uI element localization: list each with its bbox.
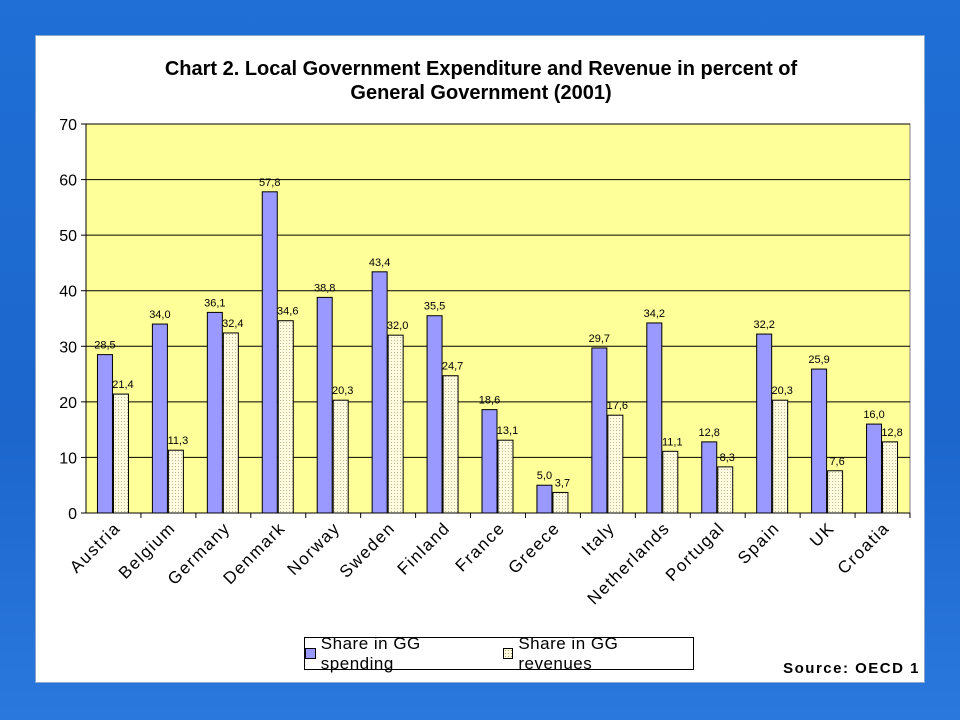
y-tick-label: 40 (59, 284, 77, 301)
slide-frame: Chart 2. Local Government Expenditure an… (35, 35, 925, 683)
data-label-spending: 32,2 (753, 319, 774, 331)
data-label-spending: 12,8 (699, 427, 720, 439)
y-tick-label: 10 (59, 450, 77, 467)
bar-spending (261, 191, 278, 514)
data-label-spending: 29,7 (589, 333, 610, 345)
data-label-revenues: 24,7 (442, 361, 463, 373)
legend-swatch-revenues (502, 648, 514, 659)
x-tick-label: France (452, 518, 509, 575)
chart-title-line-2: General Government (2001) (350, 82, 612, 104)
bar-revenues (112, 393, 129, 514)
legend-label-revenues: Share in GG revenues (518, 633, 619, 673)
bar-revenues (607, 414, 624, 514)
bar-spending (701, 441, 718, 514)
data-label-revenues: 21,4 (112, 379, 133, 391)
legend-item-revenues: Share in GG revenues (502, 633, 693, 674)
data-label-revenues: 3,7 (555, 477, 570, 489)
bar-spending (96, 354, 113, 514)
bar-chart: 01020304050607028,521,4Austria34,011,3Be… (59, 117, 911, 608)
x-tick-label: Sweden (336, 518, 399, 581)
bar-revenues (827, 470, 844, 514)
data-label-revenues: 13,1 (497, 425, 518, 437)
data-label-revenues: 11,1 (662, 436, 683, 448)
data-label-spending: 57,8 (259, 177, 280, 189)
bar-revenues (497, 439, 514, 514)
bar-spending (371, 271, 388, 514)
chart-title-line-1: Chart 2. Local Government Expenditure an… (164, 58, 798, 80)
bar-revenues (552, 491, 569, 514)
data-label-spending: 36,1 (204, 297, 225, 309)
bar-spending (591, 347, 608, 514)
bar-revenues (717, 466, 734, 514)
data-label-revenues: 20,3 (771, 385, 792, 397)
y-tick-label: 0 (68, 506, 77, 523)
x-tick-label: Greece (505, 518, 564, 577)
y-tick-label: 20 (59, 395, 77, 412)
data-label-spending: 18,6 (479, 395, 500, 407)
y-tick-label: 50 (59, 228, 77, 245)
data-label-revenues: 7,6 (829, 456, 844, 468)
y-tick-label: 70 (59, 117, 77, 134)
bar-spending (811, 368, 828, 514)
bar-spending (426, 315, 443, 514)
data-label-revenues: 32,0 (387, 320, 408, 332)
data-label-revenues: 8,3 (720, 452, 735, 464)
bar-spending (206, 311, 223, 514)
y-tick-label: 60 (59, 173, 77, 190)
data-label-spending: 43,4 (369, 257, 390, 269)
bar-revenues (277, 320, 294, 514)
source-note: Source: OECD 1 (783, 660, 920, 677)
data-label-spending: 16,0 (863, 409, 884, 421)
bar-revenues (332, 399, 349, 514)
x-tick-label: Norway (283, 518, 344, 579)
data-label-spending: 25,9 (808, 354, 829, 366)
bar-spending (481, 409, 498, 514)
x-tick-label: Spain (734, 518, 783, 567)
x-tick-label: Finland (394, 518, 454, 578)
data-label-revenues: 12,8 (881, 427, 902, 439)
legend-swatch-spending (305, 648, 316, 659)
data-label-revenues: 17,6 (607, 400, 628, 412)
bar-spending (646, 322, 663, 514)
x-tick-label: UK (806, 518, 838, 550)
bar-spending (536, 484, 553, 514)
bar-spending (151, 323, 168, 514)
data-label-spending: 34,0 (149, 309, 170, 321)
data-label-spending: 5,0 (537, 470, 552, 482)
bar-revenues (882, 441, 899, 514)
bar-revenues (222, 332, 239, 514)
bar-spending (866, 423, 883, 514)
data-label-revenues: 11,3 (168, 435, 189, 447)
bar-revenues (662, 450, 679, 514)
bar-spending (316, 296, 333, 514)
legend: Share in GG spending Share in GG revenue… (304, 634, 694, 673)
bar-spending (756, 333, 773, 514)
data-label-spending: 38,8 (314, 282, 335, 294)
x-tick-label: Croatia (834, 518, 894, 578)
bar-revenues (442, 375, 459, 514)
legend-item-spending: Share in GG spending (305, 634, 495, 674)
data-label-spending: 28,5 (94, 340, 115, 352)
y-tick-label: 30 (59, 339, 77, 356)
x-tick-label: Italy (578, 518, 619, 559)
data-label-spending: 35,5 (424, 301, 445, 313)
data-label-revenues: 20,3 (332, 385, 353, 397)
data-label-revenues: 32,4 (222, 318, 243, 330)
x-tick-label: Portugal (662, 518, 729, 585)
data-label-revenues: 34,6 (277, 306, 298, 318)
bar-revenues (387, 334, 404, 514)
data-label-spending: 34,2 (644, 308, 665, 320)
bar-revenues (167, 449, 184, 514)
legend-label-spending: Share in GG spending (320, 633, 421, 673)
bar-revenues (772, 399, 789, 514)
